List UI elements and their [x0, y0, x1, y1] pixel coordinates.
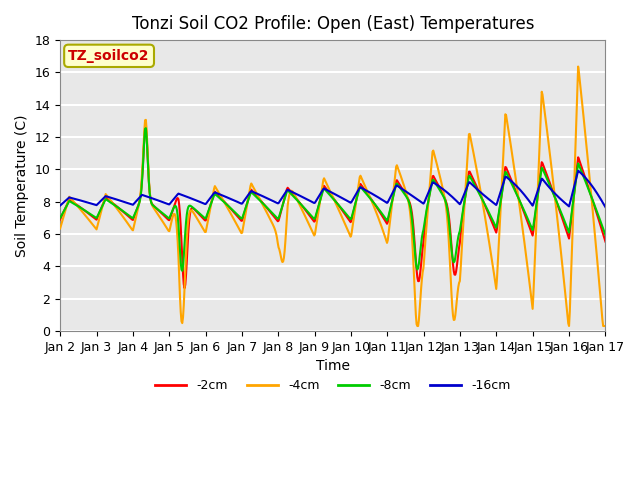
X-axis label: Time: Time [316, 359, 350, 373]
Title: Tonzi Soil CO2 Profile: Open (East) Temperatures: Tonzi Soil CO2 Profile: Open (East) Temp… [132, 15, 534, 33]
Text: TZ_soilco2: TZ_soilco2 [68, 49, 150, 63]
Legend: -2cm, -4cm, -8cm, -16cm: -2cm, -4cm, -8cm, -16cm [150, 374, 515, 397]
Y-axis label: Soil Temperature (C): Soil Temperature (C) [15, 114, 29, 257]
